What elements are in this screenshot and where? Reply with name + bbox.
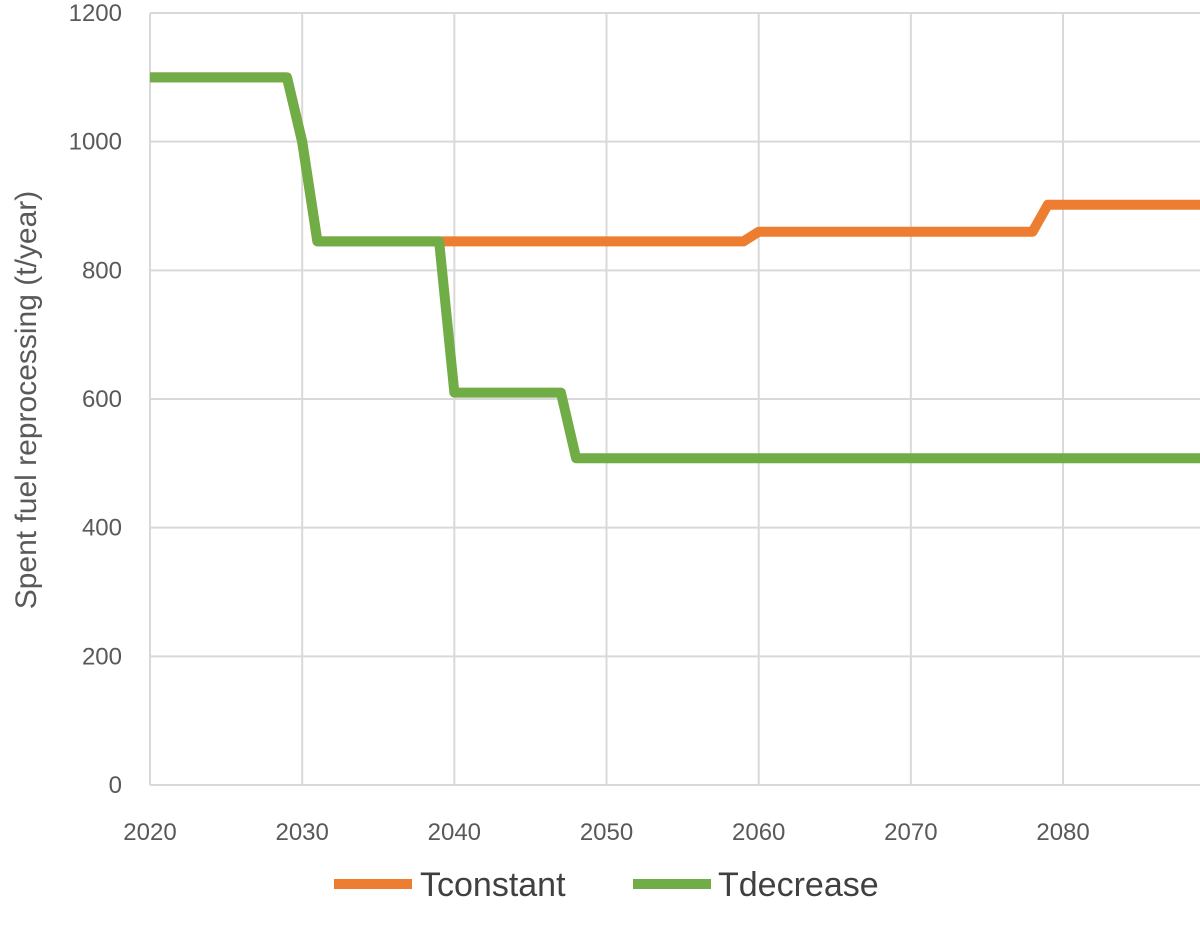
series-lines (150, 72, 1200, 464)
y-tick-label: 0 (109, 772, 122, 799)
x-tick-label: 2070 (884, 819, 937, 846)
x-tick-label: 2040 (428, 819, 481, 846)
x-tick-label: 2060 (732, 819, 785, 846)
y-tick-label: 400 (82, 515, 122, 542)
y-tick-label: 200 (82, 643, 122, 670)
legend-label-tdecrease: Tdecrease (718, 866, 879, 904)
grid (149, 12, 1200, 786)
legend: Tconstant Tdecrease (334, 866, 879, 904)
x-tick-label: 2030 (275, 819, 328, 846)
x-tick-label: 2020 (123, 819, 176, 846)
y-tick-label: 1200 (69, 0, 122, 27)
legend-label-tconstant: Tconstant (420, 866, 566, 904)
series-line-tdecrease (150, 72, 1200, 464)
y-tick-label: 1000 (69, 129, 122, 156)
y-tick-label: 800 (82, 257, 122, 284)
y-tick-label: 600 (82, 386, 122, 413)
y-axis-title: Spent fuel reprocessing (t/year) (10, 191, 43, 610)
x-tick-label: 2080 (1036, 819, 1089, 846)
tick-labels: 0 200 400 600 800 1000 1200 2020 2030 2040 2050 206… (69, 0, 1090, 846)
x-tick-label: 2050 (580, 819, 633, 846)
